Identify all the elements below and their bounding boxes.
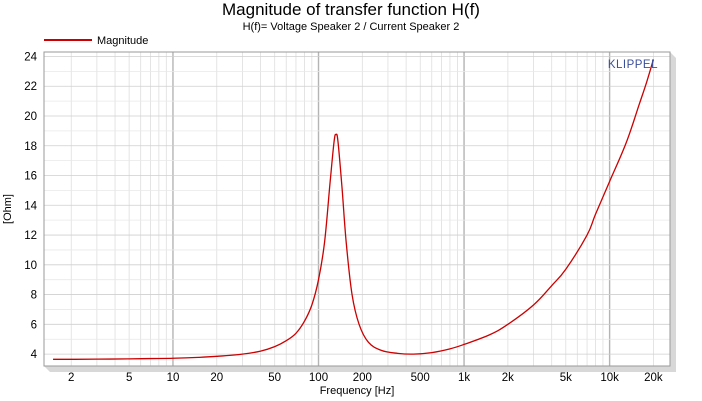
x-tick-label: 100 [309,372,328,384]
chart-subtitle: H(f)= Voltage Speaker 2 / Current Speake… [243,21,460,33]
x-tick-label: 20 [210,372,223,384]
series-layer [53,59,655,360]
x-tick-label: 200 [353,372,372,384]
x-tick-label: 5k [560,372,572,384]
x-tick-label: 10k [600,372,619,384]
y-tick-label: 4 [31,349,38,361]
plot-border [43,51,671,367]
y-tick-label: 16 [24,171,37,183]
legend-label: Magnitude [97,35,148,47]
x-axis-label: Frequency [Hz] [320,385,395,397]
y-tick-label: 10 [24,260,37,272]
y-axis-label: [Ohm] [2,194,14,224]
x-tick-label: 2 [68,372,74,384]
y-tick-label: 14 [24,200,37,212]
y-tick-label: 20 [24,111,37,123]
x-tick-label: 500 [411,372,430,384]
tick-labels: 2 5 10 20 50 100 200 500 1k 2k 5k 10k 20k 4 6 8 10 12 14 16… [24,51,663,384]
x-tick-label: 50 [268,372,281,384]
x-tick-label: 10 [167,372,180,384]
x-tick-label: 5 [126,372,132,384]
y-tick-label: 6 [31,319,37,331]
y-tick-label: 12 [24,230,37,242]
x-tick-label: 2k [502,372,514,384]
x-tick-label: 1k [458,372,470,384]
x-tick-label: 20k [644,372,663,384]
y-tick-label: 22 [24,81,37,93]
y-tick-label: 18 [24,141,37,153]
grid [44,52,670,366]
brand-logo: KLIPPEL [608,59,658,71]
y-tick-label: 8 [31,290,37,302]
series-line-magnitude [53,59,655,360]
legend: Magnitude [44,35,148,47]
y-tick-label: 24 [24,51,37,63]
chart-title: Magnitude of transfer function H(f) [222,0,480,19]
